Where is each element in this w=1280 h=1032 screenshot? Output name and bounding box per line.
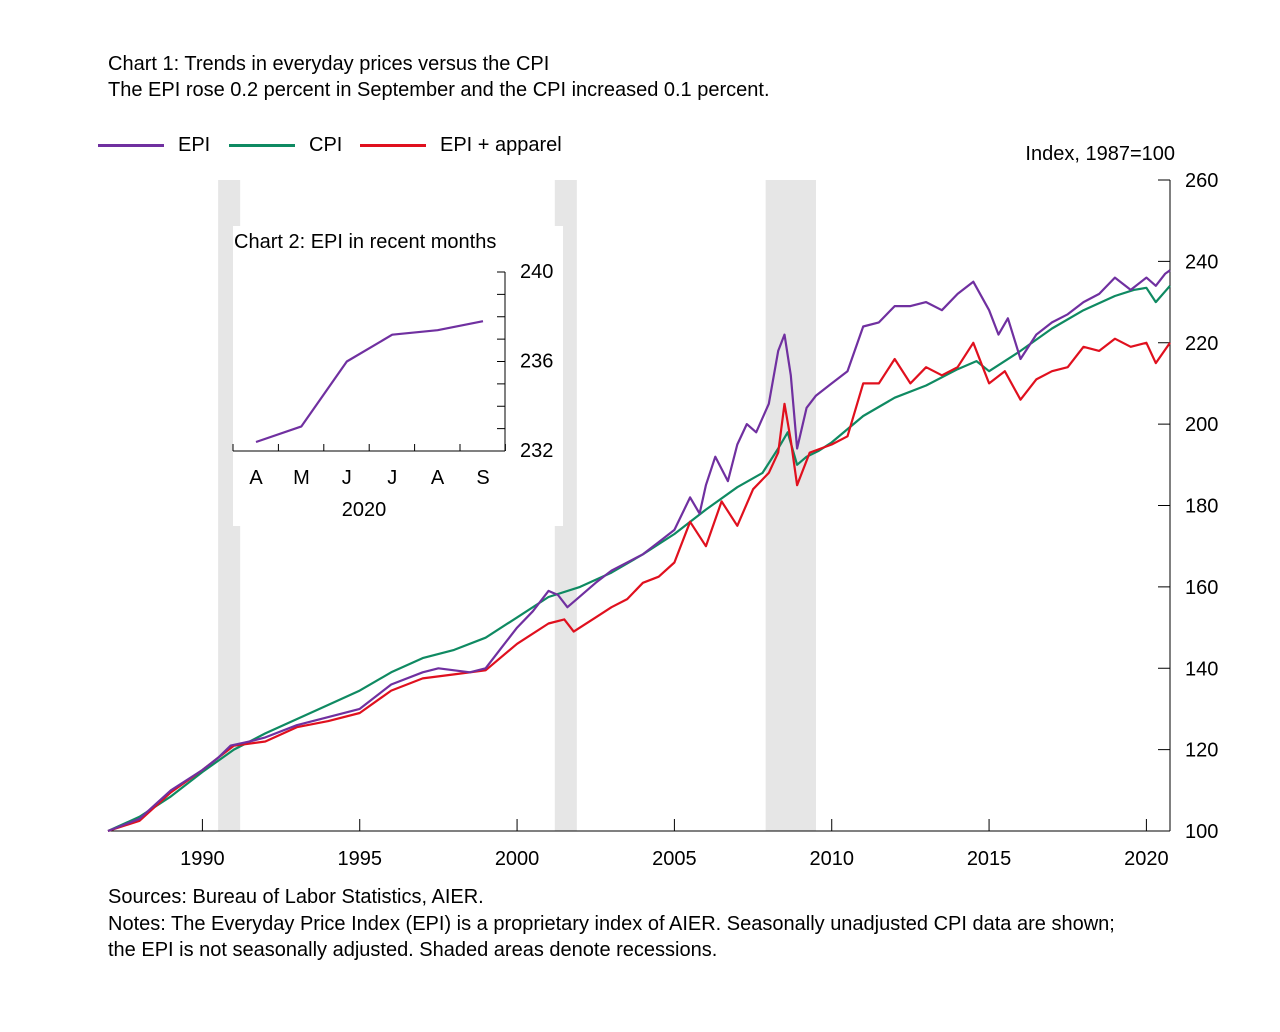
legend-label-epi: EPI [178, 133, 211, 156]
legend-swatch-epi-apparel [360, 143, 426, 147]
inset-y-tick-label: 232 [520, 440, 553, 462]
chart-title-block: Chart 1: Trends in everyday prices versu… [108, 51, 770, 103]
series-line-cpi [107, 285, 1171, 833]
x-tick-label: 2010 [809, 848, 854, 870]
inset-x-tick-label: M [293, 467, 310, 489]
footnotes: Sources: Bureau of Labor Statistics, AIE… [108, 884, 1115, 964]
x-tick-label: 2015 [967, 848, 1012, 870]
x-tick-label: 1990 [180, 848, 225, 870]
x-tick-label: 2000 [495, 848, 540, 870]
x-tick-label: 2020 [1124, 848, 1169, 870]
legend-label-cpi: CPI [309, 133, 343, 156]
recession-band [765, 180, 816, 831]
legend-item-epi-apparel: EPI + apparel [360, 132, 562, 158]
inset-y-tick-label: 236 [520, 351, 553, 373]
series-line-epi [107, 269, 1171, 833]
y-tick-label: 260 [1185, 170, 1218, 192]
y-tick-label: 100 [1185, 821, 1218, 843]
series-layer [107, 269, 1171, 833]
inset-series-line-epi [255, 320, 484, 444]
main-y-ticks: 100 120 140 160 180 200 220 240 260 [1158, 170, 1218, 843]
series-line-epi-apparel [107, 337, 1171, 833]
y-tick-label: 220 [1185, 333, 1218, 355]
inset-background [233, 226, 563, 526]
inset-chart-2: Chart 2: EPI in recent months 2020 A M J J A… [232, 226, 563, 526]
inset-x-tick-label: J [342, 467, 352, 489]
y-tick-label: 140 [1185, 658, 1218, 680]
inset-x-tick-label: J [387, 467, 397, 489]
inset-y-ticks: 232 236 240 [497, 261, 553, 462]
chart-title: Chart 1: Trends in everyday prices versu… [108, 53, 550, 75]
y-tick-label: 160 [1185, 577, 1218, 599]
x-tick-label: 2005 [652, 848, 697, 870]
chart-subtitle: The EPI rose 0.2 percent in September an… [108, 79, 770, 101]
inset-x-tick-label: A [431, 467, 445, 489]
y-tick-label: 200 [1185, 414, 1218, 436]
inset-y-tick-label: 240 [520, 261, 553, 283]
legend-item-epi: EPI [98, 132, 210, 158]
y-tick-label: 240 [1185, 251, 1218, 273]
legend-swatch-epi [98, 143, 164, 147]
sources-note: Sources: Bureau of Labor Statistics, AIE… [108, 886, 484, 908]
inset-title: Chart 2: EPI in recent months [234, 231, 496, 253]
inset-x-axis-label: 2020 [342, 499, 387, 521]
y-axis-label: Index, 1987=100 [1025, 143, 1175, 165]
legend-label-epi-apparel: EPI + apparel [440, 133, 562, 156]
inset-x-tick-label: A [249, 467, 263, 489]
main-x-ticks: 1990 1995 2000 2005 2010 2015 2020 [180, 819, 1169, 870]
inset-x-tick-label: S [476, 467, 489, 489]
legend-item-cpi: CPI [229, 132, 342, 158]
notes-line-1: Notes: The Everyday Price Index (EPI) is… [108, 912, 1115, 935]
legend-swatch-cpi [229, 143, 295, 147]
x-tick-label: 1995 [337, 848, 382, 870]
y-tick-label: 180 [1185, 496, 1218, 518]
y-tick-label: 120 [1185, 740, 1218, 762]
notes-line-2: the EPI is not seasonally adjusted. Shad… [108, 939, 718, 961]
